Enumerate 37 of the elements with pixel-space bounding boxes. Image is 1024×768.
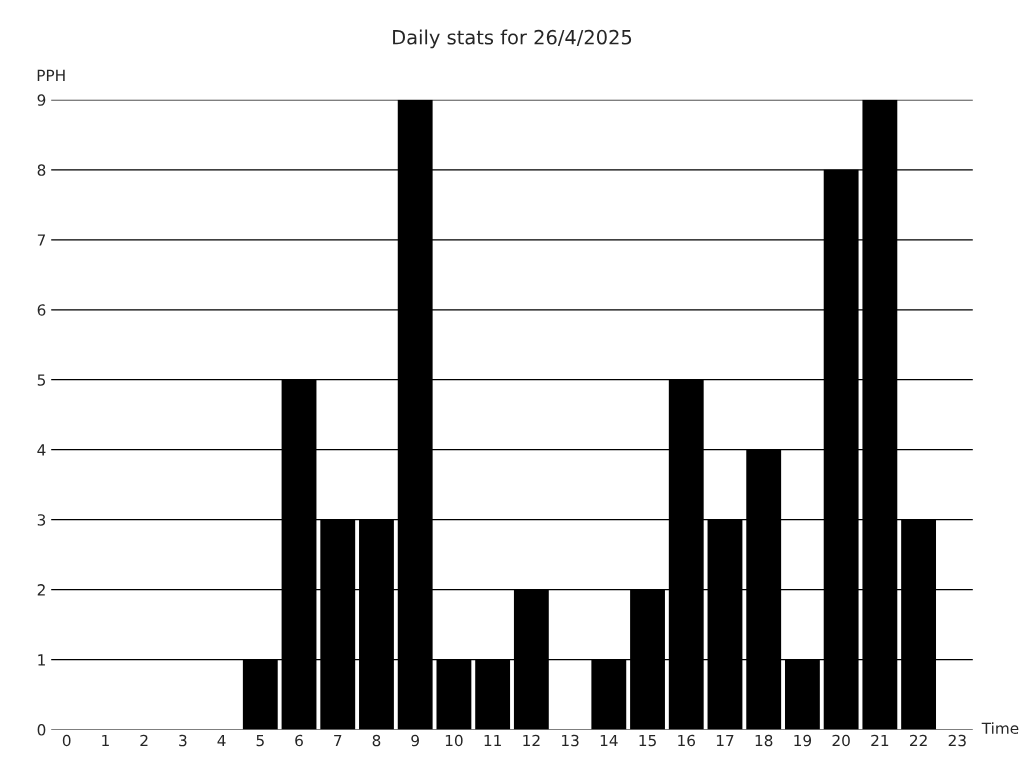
y-tick-label: 9 (37, 94, 46, 106)
x-tick-label: 11 (484, 734, 501, 747)
x-axis-title: Time (981, 722, 1019, 735)
x-tick-label: 9 (411, 734, 419, 747)
x-tick-label: 2 (140, 734, 148, 747)
x-tick-label: 23 (948, 734, 966, 747)
y-axis-title: PPH (37, 69, 65, 81)
x-tick-label: 22 (909, 734, 927, 747)
x-tick-label: 6 (295, 734, 303, 747)
x-tick-label: 7 (334, 734, 342, 747)
chart-title: Daily stats for 26/4/2025 (393, 29, 632, 49)
x-tick-label: 8 (372, 734, 381, 747)
x-tick-label: 20 (832, 734, 850, 747)
x-tick-label: 14 (600, 734, 618, 747)
x-tick-label: 4 (217, 734, 226, 747)
x-tick-label: 19 (794, 734, 812, 747)
x-tick-label: 10 (445, 734, 463, 747)
y-tick-label: 1 (38, 654, 45, 666)
x-tick-label: 18 (755, 734, 773, 747)
y-tick-label: 3 (37, 514, 46, 526)
y-tick-label: 0 (37, 724, 46, 736)
y-tick-label: 5 (37, 374, 45, 386)
y-tick-label: 4 (37, 444, 46, 456)
y-tick-label: 2 (37, 584, 45, 596)
x-tick-label: 5 (256, 734, 264, 747)
x-tick-label: 13 (562, 734, 579, 747)
x-tick-label: 15 (639, 734, 656, 747)
y-tick-label: 6 (37, 304, 46, 316)
x-tick-label: 0 (62, 734, 71, 747)
x-tick-label: 17 (716, 734, 734, 747)
x-tick-label: 21 (871, 734, 889, 747)
x-tick-label: 1 (102, 734, 109, 747)
x-tick-label: 12 (523, 734, 540, 747)
x-tick-label: 3 (179, 734, 187, 747)
y-tick-label: 8 (37, 164, 46, 176)
x-tick-label: 16 (678, 734, 696, 747)
y-tick-label: 7 (37, 234, 46, 246)
